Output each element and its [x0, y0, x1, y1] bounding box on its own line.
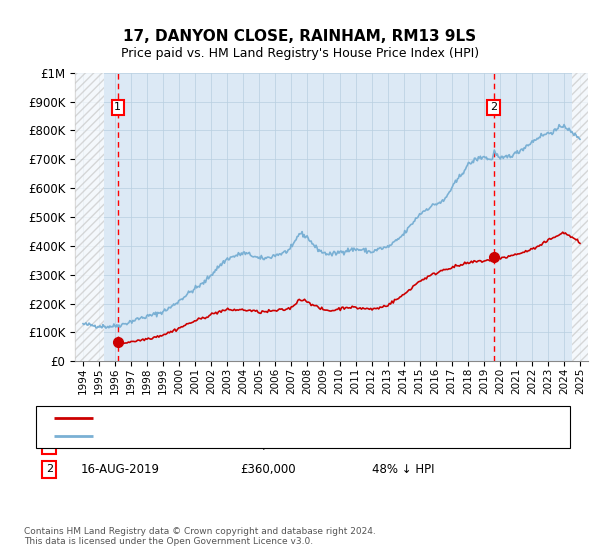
- Text: 16-AUG-2019: 16-AUG-2019: [81, 463, 160, 476]
- Text: 1: 1: [46, 440, 53, 450]
- Text: Contains HM Land Registry data © Crown copyright and database right 2024.
This d: Contains HM Land Registry data © Crown c…: [24, 526, 376, 546]
- Text: 01-MAR-1996: 01-MAR-1996: [81, 438, 160, 452]
- Text: 1: 1: [115, 102, 121, 113]
- Text: 17, DANYON CLOSE, RAINHAM, RM13 9LS: 17, DANYON CLOSE, RAINHAM, RM13 9LS: [124, 29, 476, 44]
- Text: 48% ↓ HPI: 48% ↓ HPI: [372, 463, 434, 476]
- Bar: [572, 73, 588, 361]
- Bar: [75, 73, 104, 361]
- Text: Price paid vs. HM Land Registry's House Price Index (HPI): Price paid vs. HM Land Registry's House …: [121, 46, 479, 60]
- Text: £65,000: £65,000: [240, 438, 288, 452]
- Text: 51% ↓ HPI: 51% ↓ HPI: [372, 438, 434, 452]
- Text: 2: 2: [46, 464, 53, 474]
- Text: 2: 2: [490, 102, 497, 113]
- Text: HPI: Average price, detached house, Havering: HPI: Average price, detached house, Have…: [99, 431, 356, 441]
- Text: £360,000: £360,000: [240, 463, 296, 476]
- Text: 17, DANYON CLOSE, RAINHAM, RM13 9LS (detached house): 17, DANYON CLOSE, RAINHAM, RM13 9LS (det…: [99, 413, 431, 423]
